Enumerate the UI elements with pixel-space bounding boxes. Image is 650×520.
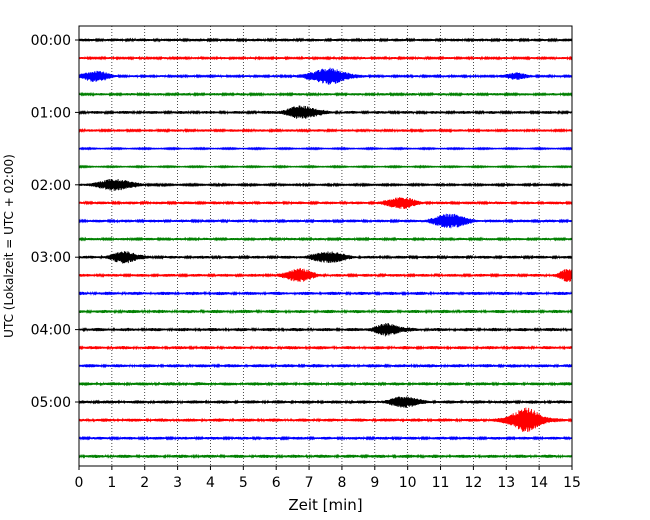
trace-line-10 [78, 213, 573, 229]
x-tick-label: 8 [337, 475, 346, 491]
trace-line-20 [78, 396, 573, 408]
trace-line-22 [78, 435, 573, 441]
trace-line-11 [78, 236, 573, 242]
trace-line-2 [78, 67, 573, 85]
trace-line-16 [78, 323, 573, 337]
trace-line-12 [78, 251, 573, 264]
trace-line-8 [78, 179, 573, 191]
y-tick-label: 01:00 [31, 105, 71, 121]
x-tick-label: 12 [464, 475, 482, 491]
trace-line-14 [78, 290, 573, 297]
y-tick-label: 00:00 [31, 33, 71, 49]
x-tick-label: 0 [75, 475, 84, 491]
trace-line-4 [78, 105, 573, 119]
trace-line-15 [78, 308, 573, 315]
x-tick-label: 11 [432, 475, 450, 491]
x-tick-label: 6 [272, 475, 281, 491]
x-tick-label: 5 [239, 475, 248, 491]
plot-frame [78, 25, 573, 467]
trace-line-0 [78, 37, 573, 43]
trace-line-19 [78, 381, 573, 387]
x-tick-label: 3 [173, 475, 182, 491]
x-tick-label: 4 [206, 475, 215, 491]
y-tick-label: 02:00 [31, 178, 71, 194]
x-tick-label: 15 [563, 475, 581, 491]
x-tick-label: 14 [530, 475, 548, 491]
trace-line-7 [78, 164, 573, 169]
y-tick-label: 04:00 [31, 323, 71, 339]
x-tick-label: 13 [497, 475, 515, 491]
trace-line-9 [78, 196, 573, 209]
x-tick-label: 7 [305, 475, 314, 491]
trace-line-1 [78, 55, 573, 61]
y-tick-label: 03:00 [31, 250, 71, 266]
trace-line-18 [78, 363, 573, 369]
y-axis-label: UTC (Lokalzeit = UTC + 02:00) [2, 154, 16, 338]
x-tick-label: 1 [107, 475, 116, 491]
y-axis: 00:00 01:00 02:00 03:00 04:00 05:00 [31, 33, 79, 411]
trace-line-17 [78, 345, 573, 351]
trace-group [78, 37, 573, 459]
trace-line-6 [78, 146, 573, 151]
trace-line-5 [78, 127, 573, 134]
x-tick-label: 2 [140, 475, 149, 491]
x-axis-label: Zeit [min] [288, 496, 362, 514]
trace-line-23 [78, 453, 573, 459]
y-tick-label: 05:00 [31, 395, 71, 411]
x-tick-label: 10 [399, 475, 417, 491]
trace-line-3 [78, 91, 573, 97]
trace-line-21 [78, 407, 573, 432]
x-tick-label: 9 [370, 475, 379, 491]
grid-lines [78, 26, 573, 466]
trace-line-13 [78, 268, 573, 283]
x-axis: 0 1 2 3 4 5 6 7 8 9 10 11 12 13 14 15 [75, 466, 581, 491]
